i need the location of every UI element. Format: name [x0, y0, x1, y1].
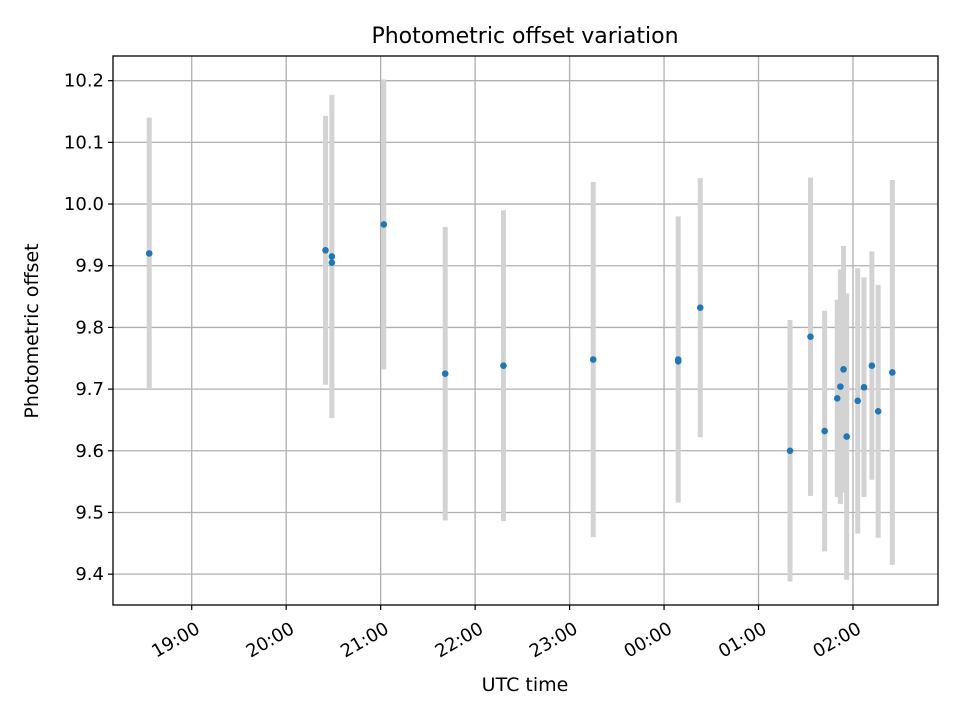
data-point [696, 304, 704, 311]
data-point [589, 356, 597, 363]
data-point [500, 362, 507, 369]
data-point [145, 250, 153, 257]
data-point [807, 333, 814, 340]
data-point [868, 362, 876, 369]
grid [113, 56, 938, 605]
data-point [889, 369, 896, 376]
y-tick-label: 9.4 [75, 564, 104, 585]
plot-frame [112, 55, 939, 606]
data-point [840, 366, 847, 373]
data-point [786, 447, 794, 455]
data-point [380, 221, 388, 228]
data-point [674, 356, 682, 363]
data-point [874, 408, 882, 415]
data-point [860, 383, 868, 391]
data-point [833, 395, 841, 402]
data-point [322, 247, 329, 254]
y-tick-label: 10.2 [64, 71, 104, 92]
y-tick-label: 9.9 [75, 256, 104, 277]
data-point [328, 259, 336, 266]
data-point [441, 370, 449, 377]
x-axis-label: UTC time [482, 674, 569, 696]
data-points [145, 221, 896, 455]
y-tick-label: 10.1 [64, 132, 104, 153]
chart-title: Photometric offset variation [371, 24, 678, 49]
y-tick-label: 9.8 [75, 317, 104, 338]
y-tick-label: 9.6 [75, 441, 104, 462]
data-point [821, 427, 828, 435]
y-tick-label: 9.5 [75, 502, 104, 523]
data-point [328, 253, 336, 260]
data-point [843, 433, 850, 440]
y-tick-label: 10.0 [64, 194, 104, 215]
data-point [837, 383, 844, 390]
y-axis-label: Photometric offset [21, 243, 43, 418]
data-point [854, 397, 862, 405]
y-tick-label: 9.7 [75, 379, 104, 400]
y-axis-ticks: 9.4 9.5 9.6 9.7 9.8 9.9 10.0 10.1 10.2 [64, 71, 113, 585]
